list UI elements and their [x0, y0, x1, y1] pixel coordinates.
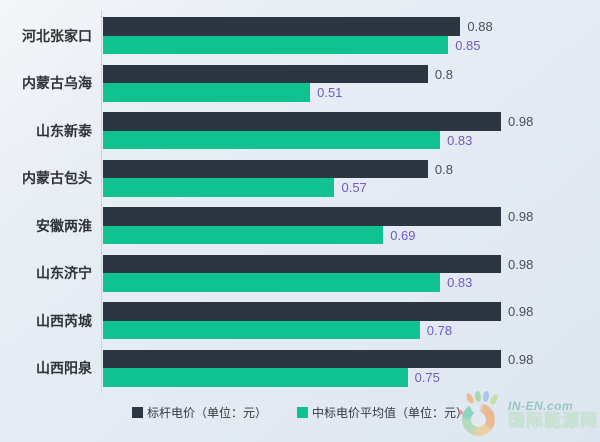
- logo-swirl-ring-icon: [462, 403, 495, 436]
- y-axis-line: [101, 10, 102, 393]
- bar-value-label: 0.98: [508, 114, 534, 129]
- bar-benchmark-price: [103, 17, 461, 36]
- chart-row: 安徽两淮 0.98 0.69: [0, 202, 600, 250]
- bar-value-label: 0.8: [434, 161, 453, 177]
- watermark-site-name: IN-EN.com: [508, 398, 574, 413]
- bar-benchmark-price: [103, 112, 501, 131]
- legend-swatch-icon: [131, 407, 143, 418]
- bar-line-series-0: 0.98: [103, 112, 600, 131]
- bar-group: 0.8 0.57: [102, 159, 600, 197]
- bar-benchmark-price: [103, 207, 501, 226]
- bar-winning-bid-average: [103, 178, 335, 197]
- bar-value-label: 0.78: [426, 322, 453, 338]
- logo-petal-blue-icon: [482, 390, 490, 403]
- category-label: 河北张家口: [22, 27, 92, 44]
- bar-winning-bid-average: [103, 225, 384, 245]
- category-label: 内蒙古包头: [22, 170, 92, 187]
- category-label: 山东济宁: [36, 265, 92, 282]
- category-label: 安徽两淮: [36, 217, 92, 234]
- bar-line-series-1: 0.75: [103, 368, 600, 387]
- chart-row: 山西芮城 0.98 0.78: [0, 297, 600, 345]
- bar-line-series-0: 0.98: [103, 254, 600, 274]
- bar-line-series-1: 0.78: [103, 320, 600, 340]
- bar-winning-bid-average: [103, 35, 449, 55]
- legend-item-series-0[interactable]: 标杆电价（单位：元）: [131, 404, 267, 421]
- legend-swatch-icon: [297, 407, 308, 418]
- bar-value-label: 0.83: [447, 132, 473, 148]
- bar-line-series-0: 0.8: [103, 64, 600, 84]
- bar-benchmark-price: [103, 159, 428, 179]
- bar-value-label: 0.98: [508, 256, 534, 272]
- bar-value-label: 0.98: [508, 304, 534, 319]
- bar-line-series-0: 0.8: [103, 159, 600, 179]
- bar-winning-bid-average: [103, 320, 420, 340]
- bar-group: 0.98 0.69: [102, 207, 600, 245]
- bar-line-series-1: 0.85: [103, 35, 600, 55]
- bar-line-series-1: 0.69: [103, 225, 600, 245]
- legend-item-series-1[interactable]: 中标电价平均值（单位：元）: [297, 404, 468, 421]
- bar-winning-bid-average: [103, 83, 311, 102]
- chart-row: 山东新泰 0.98 0.83: [0, 107, 600, 155]
- bar-value-label: 0.75: [414, 370, 440, 385]
- bar-group: 0.98 0.83: [102, 112, 600, 150]
- bar-line-series-1: 0.51: [103, 83, 600, 102]
- logo-petal-green-icon: [474, 390, 482, 403]
- bar-benchmark-price: [103, 64, 428, 84]
- bar-line-series-1: 0.83: [103, 273, 600, 292]
- chart-row: 山东济宁 0.98 0.83: [0, 250, 600, 298]
- bar-value-label: 0.57: [341, 180, 367, 195]
- bar-line-series-0: 0.98: [103, 207, 600, 226]
- bar-value-label: 0.85: [455, 37, 481, 53]
- logo-petal-lime-icon: [488, 393, 500, 406]
- bar-value-label: 0.98: [508, 351, 534, 367]
- chart-row: 山西阳泉 0.98 0.75: [0, 345, 600, 393]
- bar-group: 0.98 0.78: [102, 302, 600, 340]
- bar-line-series-0: 0.98: [103, 302, 600, 321]
- chart-row: 河北张家口 0.88 0.85: [0, 12, 600, 60]
- bar-winning-bid-average: [103, 273, 441, 292]
- bar-group: 0.98 0.75: [102, 349, 600, 387]
- bar-group: 0.98 0.83: [102, 254, 600, 292]
- bar-value-label: 0.98: [508, 209, 534, 224]
- bar-value-label: 0.88: [467, 19, 493, 34]
- bar-benchmark-price: [103, 302, 501, 321]
- bar-line-series-0: 0.98: [103, 349, 600, 369]
- bar-winning-bid-average: [103, 130, 441, 150]
- legend-item-label: 中标电价平均值（单位：元）: [312, 406, 469, 420]
- bar-line-series-1: 0.83: [103, 130, 600, 150]
- legend-item-label: 标杆电价（单位：元）: [146, 406, 267, 420]
- in-en-logo-icon: [458, 390, 506, 440]
- chart-rows: 河北张家口 0.88 0.85 内蒙古乌海 0.8 0.51 山东新泰 0.98 0.83 内蒙古…: [0, 12, 600, 392]
- bar-group: 0.8 0.51: [102, 64, 600, 102]
- category-label: 山西芮城: [36, 312, 92, 329]
- watermark-text: IN-EN.com 国际能源网: [508, 400, 598, 430]
- chart-row: 内蒙古包头 0.8 0.57: [0, 155, 600, 203]
- bar-value-label: 0.8: [434, 66, 453, 82]
- bar-value-label: 0.69: [390, 227, 416, 243]
- chart-row: 内蒙古乌海 0.8 0.51: [0, 60, 600, 108]
- logo-red-dot-icon: [458, 410, 463, 415]
- bar-value-label: 0.83: [447, 275, 473, 290]
- bar-winning-bid-average: [103, 368, 408, 387]
- category-label: 内蒙古乌海: [22, 75, 92, 92]
- legend: 标杆电价（单位：元） 中标电价平均值（单位：元）: [0, 404, 600, 421]
- bar-value-label: 0.51: [317, 85, 343, 100]
- category-label: 山东新泰: [36, 122, 92, 139]
- watermark: IN-EN.com 国际能源网: [458, 390, 598, 440]
- bar-line-series-1: 0.57: [103, 178, 600, 197]
- bar-benchmark-price: [103, 254, 501, 274]
- category-label: 山西阳泉: [36, 360, 92, 377]
- bar-benchmark-price: [103, 349, 501, 369]
- watermark-site-name-cn: 国际能源网: [508, 411, 598, 431]
- bar-line-series-0: 0.88: [103, 17, 600, 36]
- bar-group: 0.88 0.85: [102, 17, 600, 55]
